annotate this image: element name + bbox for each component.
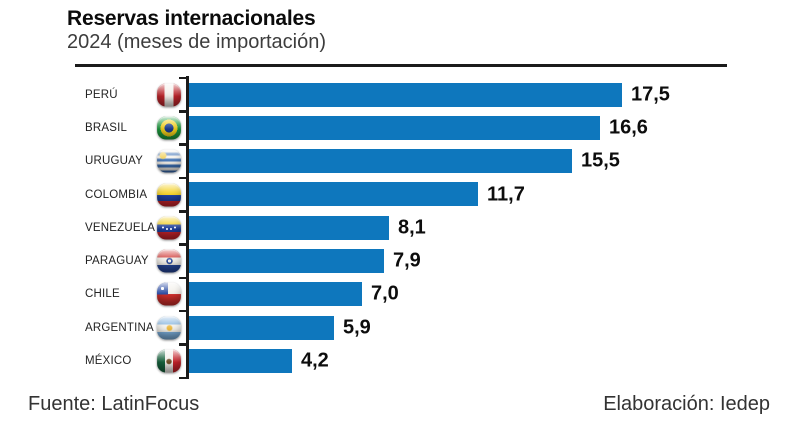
bar-row: MÉXICO 4,2 <box>0 344 800 377</box>
axis-tick <box>179 110 186 113</box>
bar-row: ARGENTINA 5,9 <box>0 311 800 344</box>
value-label: 7,9 <box>393 249 421 272</box>
bar-chart: PERÚ 17,5 BRASIL 16,6 URUGUAY 15,5 COLOMBIA 11,… <box>0 78 800 378</box>
bar-row: PARAGUAY 7,9 <box>0 245 800 278</box>
axis-tick <box>179 276 186 280</box>
value-label: 15,5 <box>581 149 620 172</box>
country-label: COLOMBIA <box>85 188 148 201</box>
axis-tick <box>179 143 186 146</box>
bar-row: BRASIL 16,6 <box>0 111 800 144</box>
bar <box>188 82 622 107</box>
country-label: URUGUAY <box>85 155 144 168</box>
value-label: 8,1 <box>398 216 426 239</box>
axis-tick <box>179 176 186 180</box>
country-label: MÉXICO <box>85 355 132 368</box>
country-label: CHILE <box>85 288 120 301</box>
flag-venezuela-icon <box>157 216 181 240</box>
source-text: Fuente: LatinFocus <box>28 393 200 415</box>
flag-argentina-icon <box>157 316 181 340</box>
axis-tick <box>179 343 186 346</box>
axis-tick <box>179 243 186 246</box>
axis-tick <box>179 309 186 313</box>
axis-tick <box>179 76 186 80</box>
bar <box>188 282 362 307</box>
page-subtitle: 2024 (meses de importación) <box>67 31 327 53</box>
value-label: 17,5 <box>631 83 670 106</box>
value-label: 16,6 <box>609 116 648 139</box>
country-label: VENEZUELA <box>85 221 156 234</box>
axis-tick <box>179 376 186 379</box>
flag-uruguay-icon <box>157 149 181 173</box>
bar <box>188 215 389 240</box>
value-label: 7,0 <box>371 282 399 305</box>
flag-paraguay-icon <box>157 249 181 273</box>
value-label: 5,9 <box>343 316 371 339</box>
country-label: ARGENTINA <box>85 321 154 334</box>
bar-row: VENEZUELA 8,1 <box>0 211 800 244</box>
country-label: BRASIL <box>85 121 128 134</box>
bar <box>188 315 334 340</box>
country-label: PERÚ <box>85 88 118 101</box>
bar-row: COLOMBIA 11,7 <box>0 178 800 211</box>
bar <box>188 348 292 373</box>
flag-peru-icon <box>157 83 181 107</box>
bar <box>188 182 478 207</box>
bar <box>188 115 600 140</box>
header-divider <box>75 64 727 67</box>
page-title: Reservas internacionales <box>67 7 316 30</box>
bar <box>188 149 572 174</box>
bar-row: CHILE 7,0 <box>0 278 800 311</box>
value-label: 4,2 <box>301 349 329 372</box>
flag-mexico-icon <box>157 349 181 373</box>
flag-brasil-icon <box>157 116 181 140</box>
flag-chile-icon <box>157 282 181 306</box>
bar-row: URUGUAY 15,5 <box>0 145 800 178</box>
value-label: 11,7 <box>487 183 525 206</box>
elaboration-text: Elaboración: Iedep <box>603 393 770 415</box>
country-label: PARAGUAY <box>85 255 149 268</box>
flag-colombia-icon <box>157 183 181 207</box>
bar <box>188 249 384 274</box>
bar-row: PERÚ 17,5 <box>0 78 800 111</box>
axis-tick <box>179 210 186 213</box>
y-axis-line <box>186 76 189 379</box>
